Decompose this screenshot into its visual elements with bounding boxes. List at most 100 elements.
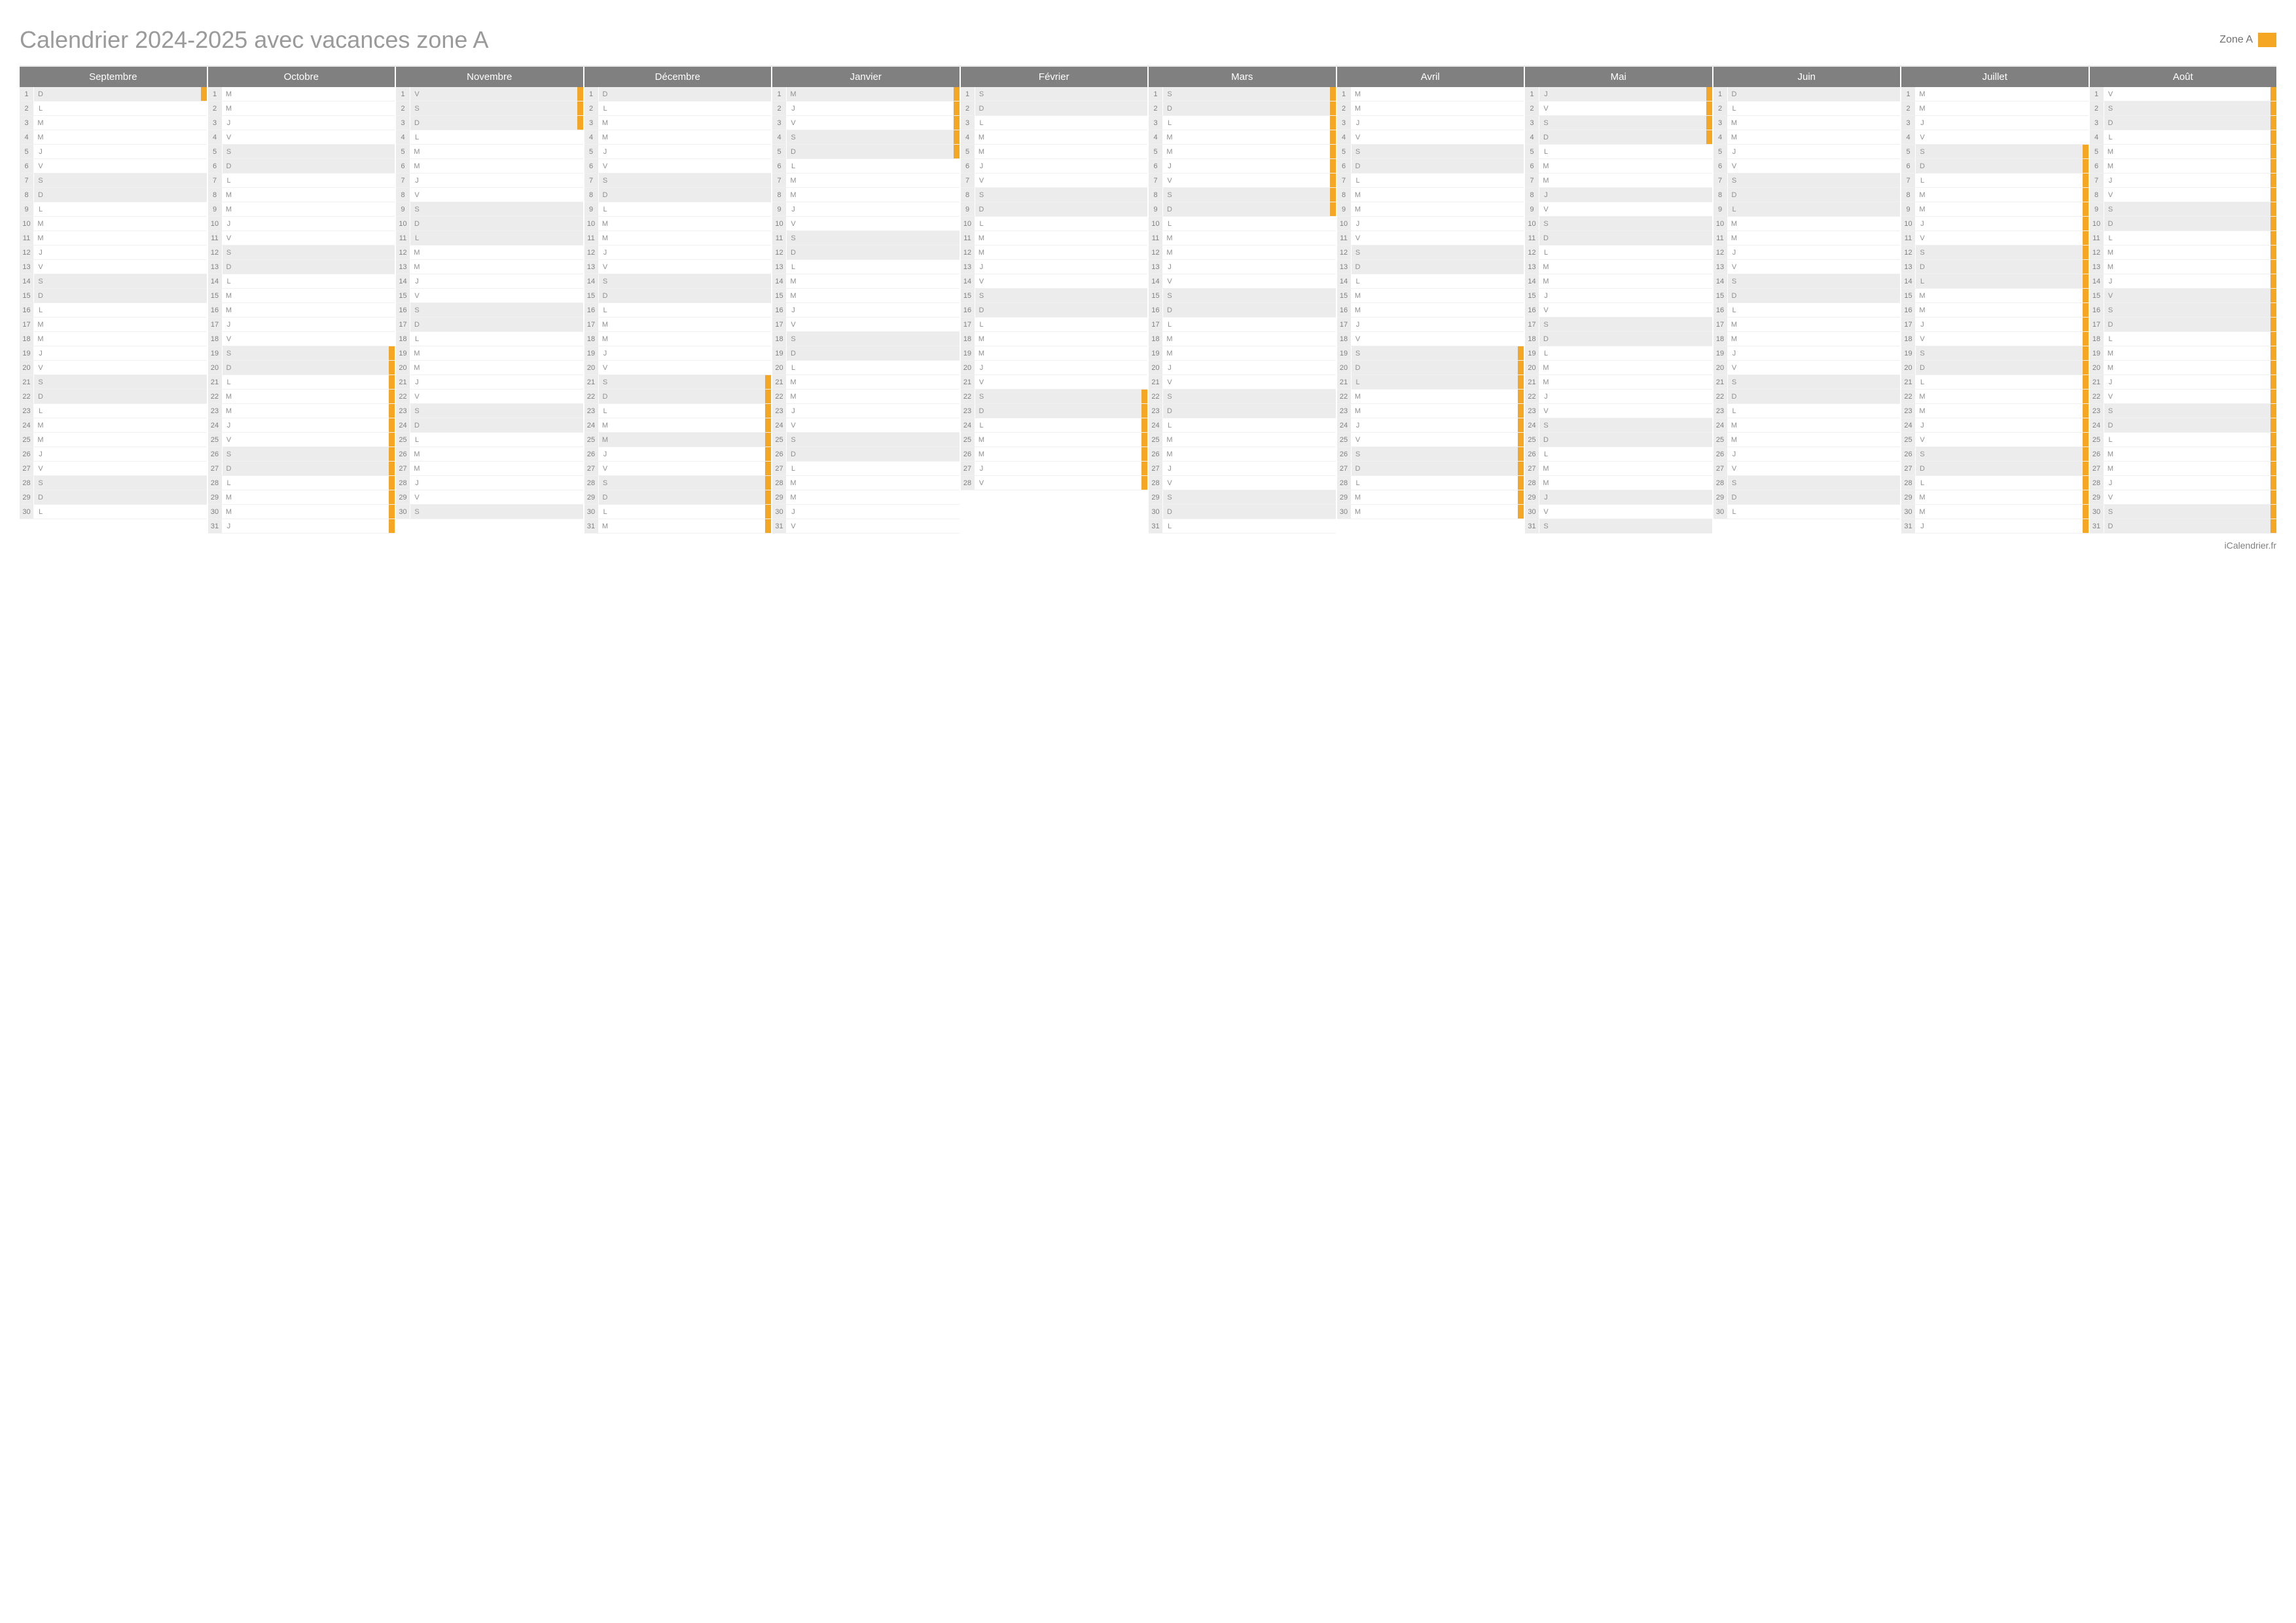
day-fill <box>988 361 1148 374</box>
day-fill <box>2117 173 2271 187</box>
day-of-week: M <box>1539 375 1552 389</box>
day-fill <box>236 101 395 115</box>
day-number: 10 <box>1901 217 1916 230</box>
day-fill <box>800 202 960 216</box>
day-fill <box>2117 231 2271 245</box>
day-of-week: M <box>223 404 236 418</box>
day-number: 29 <box>1901 490 1916 504</box>
day-fill <box>1176 173 1330 187</box>
day-number: 20 <box>1901 361 1916 374</box>
day-row: 15V <box>2090 289 2277 303</box>
day-of-week: M <box>223 505 236 519</box>
day-fill <box>1365 130 1524 144</box>
day-number: 19 <box>1525 346 1539 360</box>
day-of-week: M <box>1163 231 1176 245</box>
day-row: 11M <box>1149 231 1336 246</box>
day-row: 10M <box>1713 217 1901 231</box>
day-row: 1M <box>1901 87 2089 101</box>
day-number: 12 <box>1713 246 1728 259</box>
day-fill <box>1176 390 1336 403</box>
day-fill <box>988 289 1148 302</box>
vacation-marker <box>2270 505 2276 519</box>
day-of-week: M <box>2104 260 2117 274</box>
day-number: 27 <box>961 462 975 475</box>
day-number: 31 <box>1525 519 1539 533</box>
day-number: 28 <box>1149 476 1163 490</box>
day-row: 31S <box>1525 519 1712 534</box>
day-fill <box>47 202 207 216</box>
day-fill <box>988 217 1148 230</box>
day-of-week: J <box>599 346 612 360</box>
day-of-week: V <box>1352 332 1365 346</box>
day-row: 13D <box>208 260 395 274</box>
vacation-marker <box>2270 332 2276 346</box>
day-of-week: M <box>1352 490 1365 504</box>
month-header: Février <box>961 67 1148 87</box>
day-row: 24V <box>772 418 960 433</box>
day-row: 1D <box>20 87 207 101</box>
day-of-week: V <box>1352 231 1365 245</box>
day-row: 12S <box>208 246 395 260</box>
day-row: 19M <box>1149 346 1336 361</box>
day-number: 22 <box>772 390 787 403</box>
day-of-week: L <box>787 260 800 274</box>
day-of-week: J <box>1352 217 1365 230</box>
day-fill <box>1552 116 1706 130</box>
day-of-week: J <box>1539 87 1552 101</box>
day-number: 11 <box>2090 231 2104 245</box>
day-row: 28J <box>396 476 583 490</box>
day-row: 2J <box>772 101 960 116</box>
day-fill <box>47 145 207 158</box>
day-of-week: V <box>1163 476 1176 490</box>
day-of-week: L <box>1916 274 1929 288</box>
day-of-week: V <box>1916 433 1929 447</box>
day-row: 25V <box>1901 433 2089 447</box>
day-row: 25D <box>1525 433 1712 447</box>
day-number: 13 <box>772 260 787 274</box>
day-number: 30 <box>1901 505 1916 519</box>
day-of-week: L <box>1163 116 1176 130</box>
day-fill <box>47 260 207 274</box>
day-number: 20 <box>1713 361 1728 374</box>
day-number: 2 <box>1149 101 1163 115</box>
day-row: 4M <box>1149 130 1336 145</box>
day-of-week: J <box>2104 476 2117 490</box>
day-number: 22 <box>208 390 223 403</box>
day-of-week: L <box>975 116 988 130</box>
day-row: 4M <box>961 130 1148 145</box>
day-of-week: V <box>1163 375 1176 389</box>
day-number: 27 <box>20 462 34 475</box>
day-number: 16 <box>1713 303 1728 317</box>
vacation-marker <box>1706 87 1712 101</box>
day-number: 19 <box>208 346 223 360</box>
day-number: 13 <box>20 260 34 274</box>
day-row: 7M <box>772 173 960 188</box>
day-of-week: L <box>1539 145 1552 158</box>
day-of-week: S <box>1728 476 1741 490</box>
day-of-week: M <box>1539 274 1552 288</box>
day-number: 12 <box>584 246 599 259</box>
vacation-marker <box>1330 202 1336 216</box>
day-fill <box>2117 130 2271 144</box>
day-fill <box>423 130 583 144</box>
day-row: 9M <box>208 202 395 217</box>
day-number: 25 <box>2090 433 2104 447</box>
day-number: 27 <box>208 462 223 475</box>
day-fill <box>1741 490 1901 504</box>
day-fill <box>236 490 389 504</box>
day-fill <box>1365 361 1518 374</box>
day-fill <box>612 116 772 130</box>
day-fill <box>1552 361 1712 374</box>
day-of-week: D <box>1539 433 1552 447</box>
day-number: 8 <box>20 188 34 202</box>
day-row: 18L <box>396 332 583 346</box>
day-of-week: M <box>2104 361 2117 374</box>
day-fill <box>1365 159 1524 173</box>
vacation-marker <box>765 404 771 418</box>
day-fill <box>1741 505 1901 519</box>
day-of-week: D <box>34 289 47 302</box>
day-of-week: L <box>787 462 800 475</box>
day-of-week: M <box>1916 505 1929 519</box>
day-of-week: V <box>1163 173 1176 187</box>
day-of-week: M <box>1539 361 1552 374</box>
